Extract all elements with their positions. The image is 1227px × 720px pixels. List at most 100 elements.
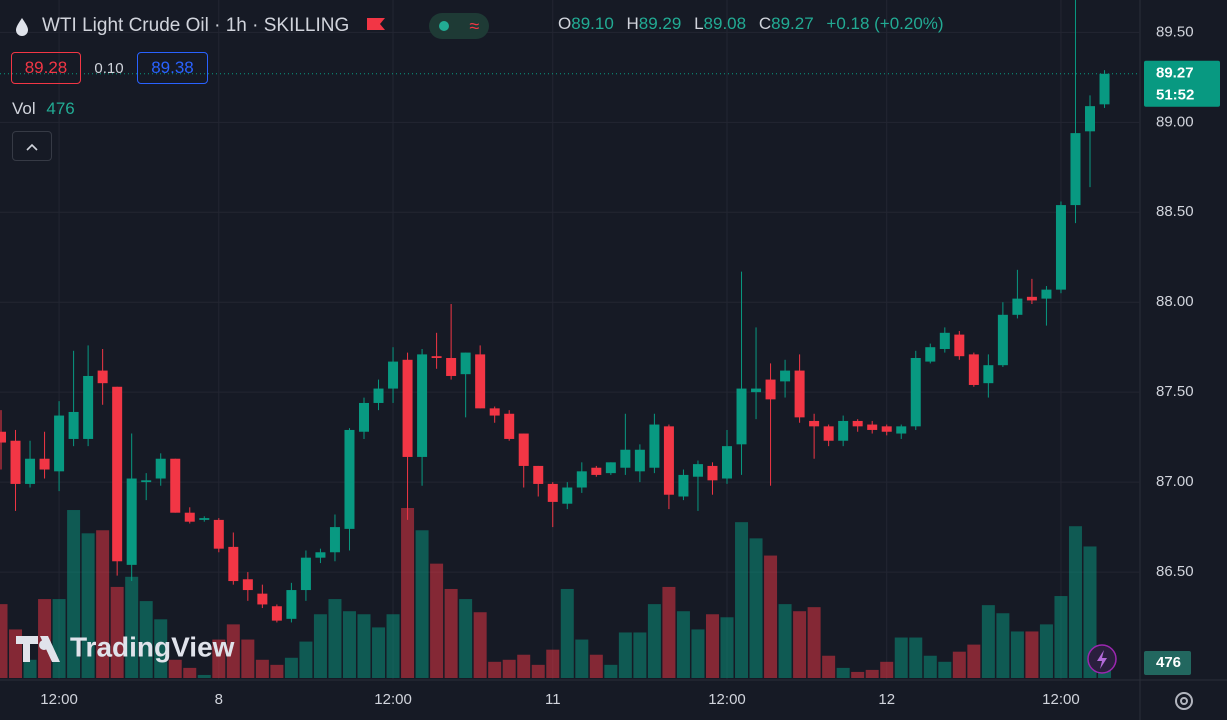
candle-body [939,332,950,349]
y-tick-label: 86.50 [1156,563,1194,580]
candle-body [126,478,137,565]
candle-body [417,354,428,457]
collapse-button[interactable] [12,131,52,161]
candle-body [838,420,849,441]
settings-button[interactable] [1175,692,1193,710]
candle-body [39,458,50,470]
volume-bar [981,605,995,678]
volume-bar [1054,596,1068,678]
volume-bar [575,639,589,678]
volume-bar [822,655,836,678]
x-tick-label: 12 [878,691,895,708]
candle-body [1099,73,1110,105]
volume-bar [1083,546,1097,678]
volume-badge [1144,650,1191,675]
volume-bar [284,657,298,678]
volume-bar [589,654,603,678]
volume-bar [473,612,487,678]
volume-bar [633,632,647,678]
candle-body [475,354,486,409]
volume-bar [662,586,676,678]
x-tick-label: 12:00 [1042,691,1080,708]
volume-bar [676,611,690,678]
candle-body [141,480,152,483]
volume-bar [909,637,923,678]
volume-value: 476 [46,99,75,118]
candle-body [983,365,994,384]
x-tick-label: 12:00 [708,691,746,708]
volume-bar [996,613,1010,678]
flag-icon[interactable] [365,16,387,36]
volume-bar [313,614,327,678]
volume-bar [226,624,240,678]
volume-bar [81,533,95,678]
market-status[interactable]: ≈ [429,13,490,39]
open-value: 89.10 [571,14,614,33]
volume-bar [851,671,865,678]
candle-body [722,446,732,479]
volume-bar [560,588,574,678]
candle-body [402,359,413,457]
volume-bar [401,508,415,678]
bid-button[interactable]: 89.28 [11,52,81,84]
candle-body [896,426,907,434]
change-value: +0.18 (+0.20%) [826,14,944,33]
grid [0,0,1140,680]
candle-body [242,579,253,591]
volume-bar [749,538,763,678]
candle-body [1026,296,1037,301]
high-value: 89.29 [638,14,682,33]
volume-bar [139,601,153,678]
candle-body [184,512,195,522]
candle-body [823,426,834,441]
candle-body [388,361,399,389]
volume-bar [894,637,908,678]
volume-bar [270,664,284,678]
close-key: C [758,14,772,33]
symbol-title: WTI Light Crude Oil · 1h · SKILLING [42,15,350,36]
candle-body [736,388,747,445]
candle-body [1070,133,1081,206]
candle-body [446,357,457,376]
axes: 86.50 87.00 87.50 88.00 88.50 89.00 89.50 12:00… [40,23,1220,708]
logo-icon [16,636,60,662]
candle-body [504,413,515,439]
candle-body [867,424,878,430]
open-key: O [558,14,572,33]
volume-bar [125,576,139,678]
volume-bar [357,614,371,678]
candle-body [329,527,340,553]
volume-bar [459,599,473,678]
high-key: H [626,14,639,33]
candle-body [634,449,645,472]
y-tick-label: 87.50 [1156,383,1194,400]
candle-body [373,388,384,403]
y-tick-label: 88.00 [1156,293,1194,310]
volume-bar [342,611,356,678]
candle-body [997,314,1008,366]
volume-key: Vol [12,99,36,118]
candle-body [925,347,936,362]
volume-bar [546,649,560,678]
candle-body [678,474,689,497]
x-tick-label: 12:00 [374,691,412,708]
candle-body [199,518,210,520]
volume-bar [865,669,879,678]
x-tick-label: 11 [545,691,561,708]
x-tick-label: 12:00 [40,691,78,708]
spread: 0.10 [94,59,124,77]
candle-body [910,357,921,427]
volume-bar [1039,624,1053,678]
y-tick-label: 89.50 [1156,23,1194,40]
candle-body [751,388,762,393]
volume-bar [778,604,792,678]
candle-body [809,420,820,427]
candle-body [0,431,6,443]
candle-body [518,433,529,466]
candle-body [663,426,674,495]
candle-body [1012,298,1023,315]
candle-body [257,593,268,605]
ask-button[interactable]: 89.38 [137,52,208,84]
volume-badge-label: 476 [1156,654,1181,671]
volume-bar [23,659,37,678]
